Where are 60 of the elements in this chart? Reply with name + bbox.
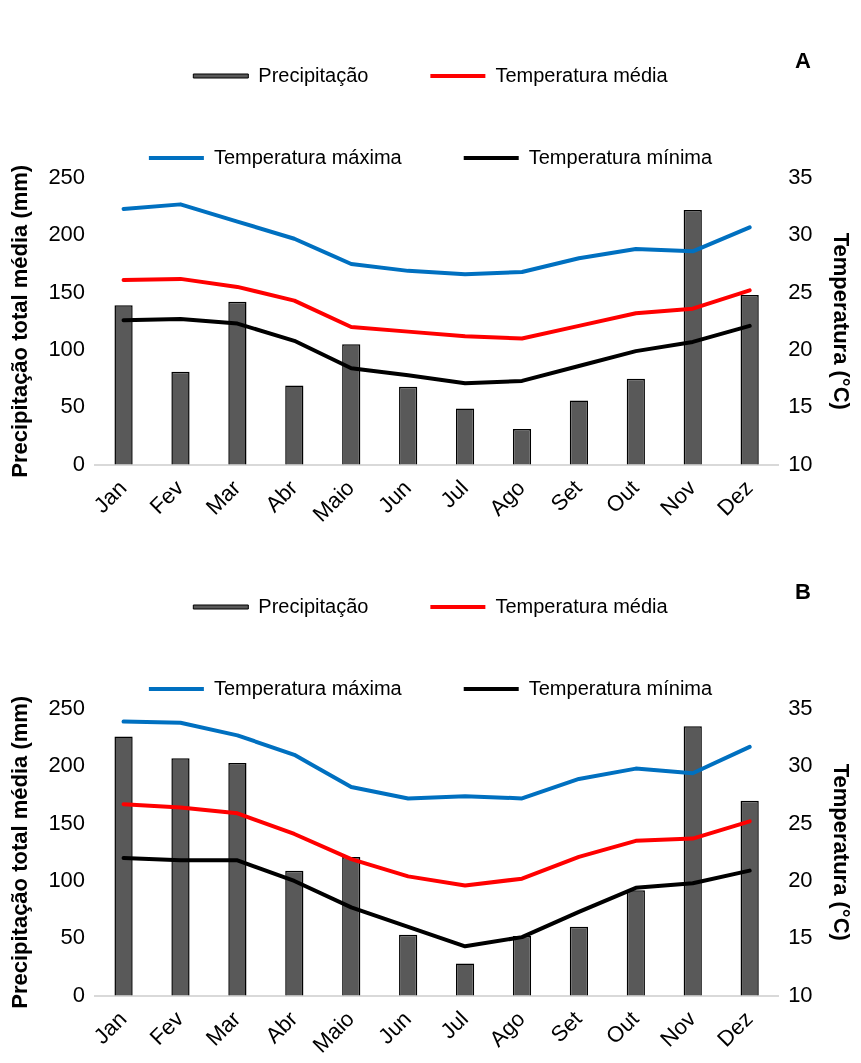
- y2-tick-label: 20: [788, 336, 813, 362]
- y2-tick-label: 30: [788, 221, 813, 247]
- x-tick-label: Fev: [144, 475, 189, 519]
- x-tick-label: Jul: [435, 475, 473, 513]
- y-axis-title: Precipitação total média (mm): [7, 695, 33, 1009]
- x-tick-label: Out: [600, 1006, 644, 1049]
- x-tick-label: Out: [600, 475, 644, 518]
- y-tick-label: 150: [48, 809, 86, 835]
- legend-label: Temperatura mínima: [528, 145, 713, 168]
- x-tick-label: Dez: [712, 1006, 758, 1052]
- y2-tick-label: 30: [788, 752, 813, 778]
- y-tick-label: 250: [48, 695, 86, 721]
- x-tick-label: Set: [545, 1006, 587, 1048]
- x-tick-label: Jun: [373, 475, 416, 518]
- y2-tick-label: 15: [788, 393, 813, 419]
- legend-label: Precipitação: [258, 63, 369, 86]
- y2-tick-label: 10: [788, 981, 813, 1007]
- x-tick-label: Nov: [655, 1006, 701, 1052]
- y-axis-title: Precipitação total média (mm): [7, 164, 33, 478]
- y2-tick-label: 15: [788, 924, 813, 950]
- y2-tick-label: 35: [788, 695, 813, 721]
- y-tick-label: 50: [60, 924, 86, 950]
- x-tick-label: Nov: [655, 475, 701, 521]
- x-tick-label: Set: [545, 475, 587, 517]
- y-tick-label: 0: [72, 450, 86, 476]
- x-tick-label: Abr: [260, 1006, 303, 1048]
- x-tick-label: Abr: [260, 475, 303, 517]
- y-tick-label: 0: [72, 981, 86, 1007]
- x-tick-label: Jul: [435, 1006, 473, 1044]
- x-tick-label: Ago: [484, 1006, 530, 1052]
- x-tick-label: Fev: [144, 1006, 189, 1050]
- legend-label: Temperatura mínima: [528, 676, 713, 699]
- y-tick-label: 200: [48, 752, 86, 778]
- y-tick-label: 200: [48, 221, 86, 247]
- legend-label: Precipitação: [258, 594, 369, 617]
- y-tick-label: 50: [60, 393, 86, 419]
- text: B: [795, 579, 811, 605]
- y-tick-label: 150: [48, 278, 86, 304]
- y2-tick-label: 25: [788, 809, 813, 835]
- x-tick-label: Mar: [200, 475, 246, 520]
- x-tick-label: Jun: [373, 1006, 416, 1049]
- x-tick-label: Jan: [88, 1006, 132, 1049]
- legend-label: Temperatura média: [495, 594, 669, 617]
- y-tick-label: 100: [48, 336, 86, 362]
- x-tick-label: Jan: [88, 475, 132, 518]
- x-tick-label: Mar: [200, 1006, 246, 1051]
- y2-tick-label: 20: [788, 867, 813, 893]
- text: A: [795, 48, 812, 74]
- x-tick-label: Ago: [484, 475, 530, 521]
- y2-tick-label: 10: [788, 450, 813, 476]
- y-tick-label: 250: [48, 164, 86, 190]
- legend-label: Temperatura máxima: [213, 676, 403, 699]
- legend-label: Temperatura máxima: [213, 145, 403, 168]
- legend-label: Temperatura média: [495, 63, 669, 86]
- y-tick-label: 100: [48, 867, 86, 893]
- x-tick-label: Dez: [712, 475, 758, 521]
- y2-axis-title: Temperatura (°C): [828, 763, 854, 941]
- y2-tick-label: 25: [788, 278, 813, 304]
- y2-tick-label: 35: [788, 164, 813, 190]
- y2-axis-title: Temperatura (°C): [828, 232, 854, 410]
